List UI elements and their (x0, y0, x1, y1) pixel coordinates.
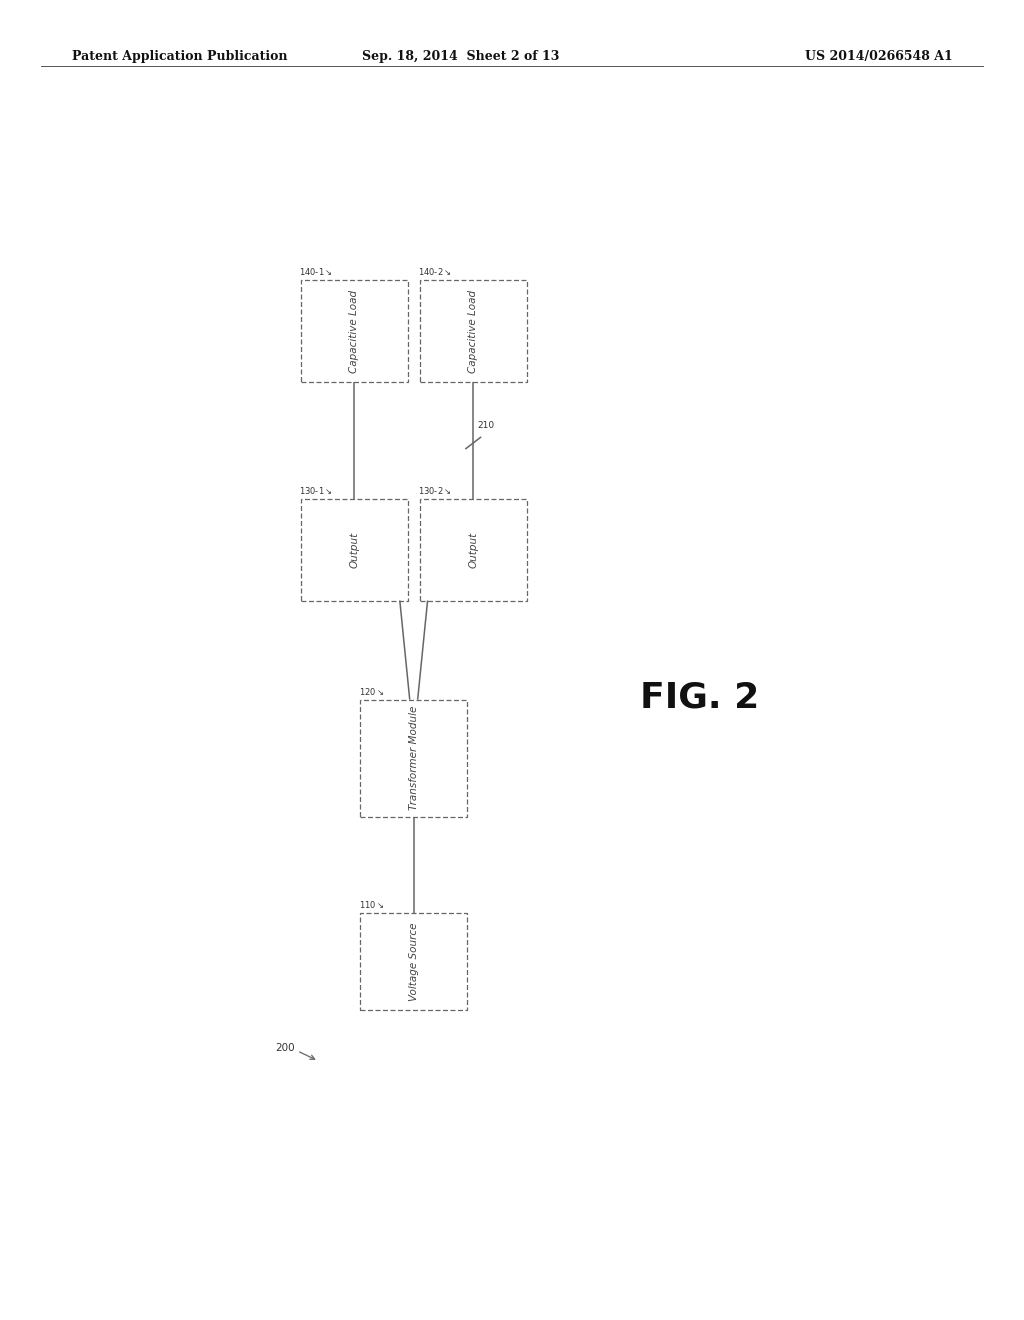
Bar (360, 913, 467, 1010)
Text: Capacitive Load: Capacitive Load (349, 289, 359, 372)
Text: 140-1$\searrow$: 140-1$\searrow$ (299, 267, 333, 277)
Bar (301, 280, 408, 381)
Text: Transformer Module: Transformer Module (409, 706, 419, 810)
Text: Output: Output (349, 532, 359, 568)
Text: US 2014/0266548 A1: US 2014/0266548 A1 (805, 50, 952, 63)
Text: Patent Application Publication: Patent Application Publication (72, 50, 287, 63)
Text: Capacitive Load: Capacitive Load (468, 289, 478, 372)
Text: FIG. 2: FIG. 2 (640, 680, 759, 714)
Text: Voltage Source: Voltage Source (409, 923, 419, 1001)
Text: 210: 210 (477, 421, 495, 430)
Bar (360, 700, 467, 817)
Text: 140-2$\searrow$: 140-2$\searrow$ (418, 267, 452, 277)
Bar (301, 499, 408, 601)
Text: 120$\searrow$: 120$\searrow$ (358, 685, 384, 697)
Text: Output: Output (468, 532, 478, 568)
Text: Sep. 18, 2014  Sheet 2 of 13: Sep. 18, 2014 Sheet 2 of 13 (362, 50, 559, 63)
Text: 130-1$\searrow$: 130-1$\searrow$ (299, 484, 333, 496)
Text: 110$\searrow$: 110$\searrow$ (358, 899, 384, 909)
Text: 200: 200 (274, 1043, 295, 1053)
Bar (420, 499, 526, 601)
Text: 130-2$\searrow$: 130-2$\searrow$ (418, 484, 452, 496)
Bar (420, 280, 526, 381)
